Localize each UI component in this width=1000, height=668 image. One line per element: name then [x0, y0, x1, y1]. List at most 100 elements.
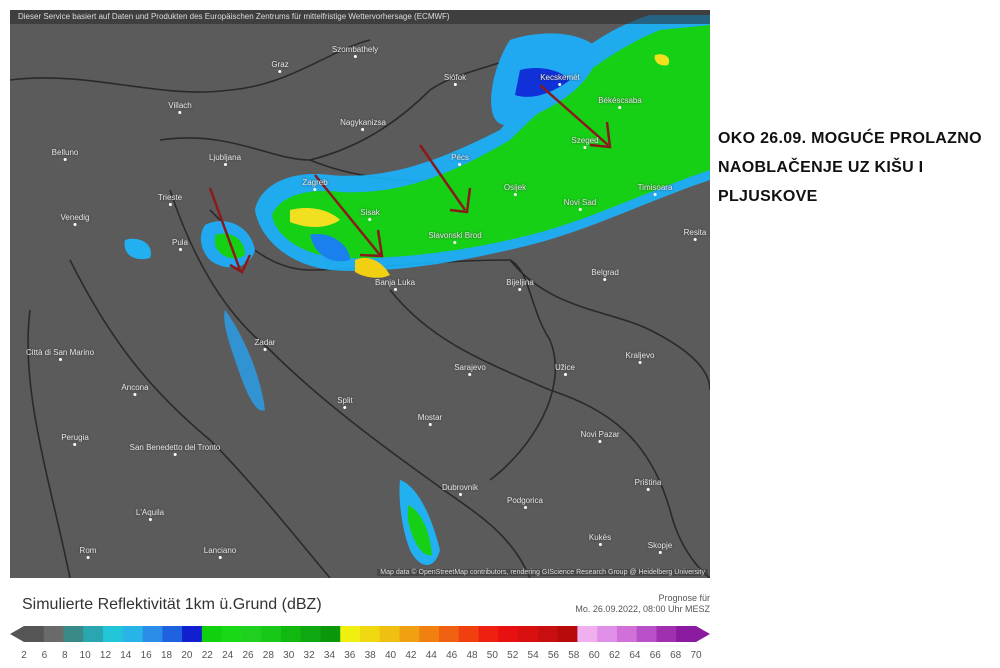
scale-tick-label: 52: [507, 650, 519, 661]
color-step: [320, 626, 341, 642]
city-label: Szeged: [571, 136, 598, 149]
color-step: [656, 626, 677, 642]
city-label: Split: [337, 396, 353, 409]
city-label: Kraljevo: [626, 351, 655, 364]
city-label: Banja Luka: [375, 278, 415, 291]
scale-tick-label: 20: [181, 650, 193, 661]
scale-tick-label: 28: [262, 650, 274, 661]
scale-tick-label: 38: [364, 650, 376, 661]
scale-tick-label: 36: [344, 650, 356, 661]
scale-tick-label: 44: [425, 650, 437, 661]
city-label: Skopje: [648, 541, 672, 554]
city-label: Graz: [271, 60, 288, 73]
scale-left-arrow: [10, 626, 24, 642]
color-step: [142, 626, 163, 642]
color-step: [122, 626, 144, 642]
city-label: Lanciano: [204, 546, 236, 559]
city-label: Szombathely: [332, 45, 378, 58]
city-label: Kukës: [589, 533, 611, 546]
precipitation-layer: [10, 15, 710, 578]
city-label: Nagykanizsa: [340, 118, 386, 131]
city-label: Priština: [635, 478, 662, 491]
color-step: [340, 626, 361, 642]
city-label: Užice: [555, 363, 575, 376]
forecast-time: Prognose für Mo. 26.09.2022, 08:00 Uhr M…: [575, 593, 710, 615]
city-label: Belluno: [52, 148, 79, 161]
scale-tick-label: 54: [527, 650, 539, 661]
forecast-note: OKO 26.09. MOGUĆE PROLAZNO NAOBLAČENJE U…: [718, 130, 982, 205]
city-label: Ljubljana: [209, 153, 241, 166]
reflectivity-blobs: [124, 15, 710, 565]
color-step: [557, 626, 578, 642]
color-step: [63, 626, 84, 642]
color-step: [676, 626, 697, 642]
city-label: Rom: [80, 546, 97, 559]
scale-tick-label: 40: [384, 650, 397, 661]
city-label: Békéscsaba: [598, 96, 642, 109]
city-label: Siófok: [444, 73, 466, 86]
scale-tick-label: 64: [629, 650, 641, 661]
city-label: Osijek: [504, 183, 526, 196]
color-step: [43, 626, 65, 642]
city-label: Pula: [172, 238, 188, 251]
color-step: [478, 626, 499, 642]
color-step: [24, 626, 45, 642]
color-step: [636, 626, 657, 642]
color-step: [379, 626, 401, 642]
color-step: [83, 626, 104, 642]
city-label: Slavonski Brod: [428, 231, 481, 244]
scale-tick-label: 70: [690, 650, 702, 661]
city-label: Perugia: [61, 433, 89, 446]
color-step: [518, 626, 539, 642]
scale-tick-label: 12: [99, 650, 112, 661]
scale-tick-label: 14: [120, 650, 132, 661]
color-step: [616, 626, 638, 642]
color-step: [439, 626, 460, 642]
radar-map[interactable]: Dieser Service basiert auf Daten und Pro…: [10, 10, 710, 578]
color-step: [162, 626, 183, 642]
scale-tick-label: 18: [160, 650, 173, 661]
map-attribution[interactable]: Map data © OpenStreetMap contributors, r…: [377, 569, 708, 576]
scale-tick-label: 8: [61, 650, 68, 661]
scale-tick-label: 6: [41, 650, 48, 661]
color-step: [300, 626, 321, 642]
city-label: Bijeljina: [506, 278, 534, 291]
scale-tick-label: 34: [323, 650, 336, 661]
city-label: Kecskemét: [540, 73, 580, 86]
scale-tick-label: 30: [283, 650, 295, 661]
scale-tick-label: 50: [486, 650, 498, 661]
city-label: Sarajevo: [454, 363, 486, 376]
city-label: San Benedetto del Tronto: [130, 443, 221, 456]
city-label: Dubrovnik: [442, 483, 478, 496]
scale-tick-label: 24: [222, 650, 234, 661]
arrow-slavonia: [418, 144, 472, 214]
scale-tick-label: 2: [21, 650, 27, 661]
city-label: Trieste: [158, 193, 182, 206]
color-step: [221, 626, 242, 642]
color-step: [360, 626, 381, 642]
map-header: Dieser Service basiert auf Daten und Pro…: [10, 10, 710, 24]
scale-tick-label: 48: [466, 650, 478, 661]
city-label: Città di San Marino: [26, 348, 94, 361]
city-label: Novi Pazar: [580, 430, 619, 443]
legend-title: Simulierte Reflektivität 1km ü.Grund (dB…: [22, 596, 322, 613]
color-scale-bar: [10, 626, 710, 642]
scale-tick-label: 22: [201, 650, 213, 661]
forecast-datetime: Mo. 26.09.2022, 08:00 Uhr MESZ: [575, 604, 710, 614]
scale-tick-label: 16: [140, 650, 152, 661]
city-label: Pécs: [451, 153, 469, 166]
scale-tick-label: 60: [588, 650, 600, 661]
color-step: [399, 626, 420, 642]
color-step: [241, 626, 262, 642]
scale-right-arrow: [696, 626, 710, 642]
city-label: Ancona: [121, 383, 148, 396]
city-label: Zadar: [255, 338, 276, 351]
arrow-istria: [208, 187, 252, 274]
scale-tick-label: 32: [303, 650, 315, 661]
scale-tick-label: 68: [670, 650, 682, 661]
forecast-label: Prognose für: [658, 593, 710, 603]
scale-tick-label: 66: [649, 650, 661, 661]
city-label: Mostar: [418, 413, 442, 426]
scale-tick-label: 26: [242, 650, 254, 661]
scale-tick-label: 56: [547, 650, 560, 661]
